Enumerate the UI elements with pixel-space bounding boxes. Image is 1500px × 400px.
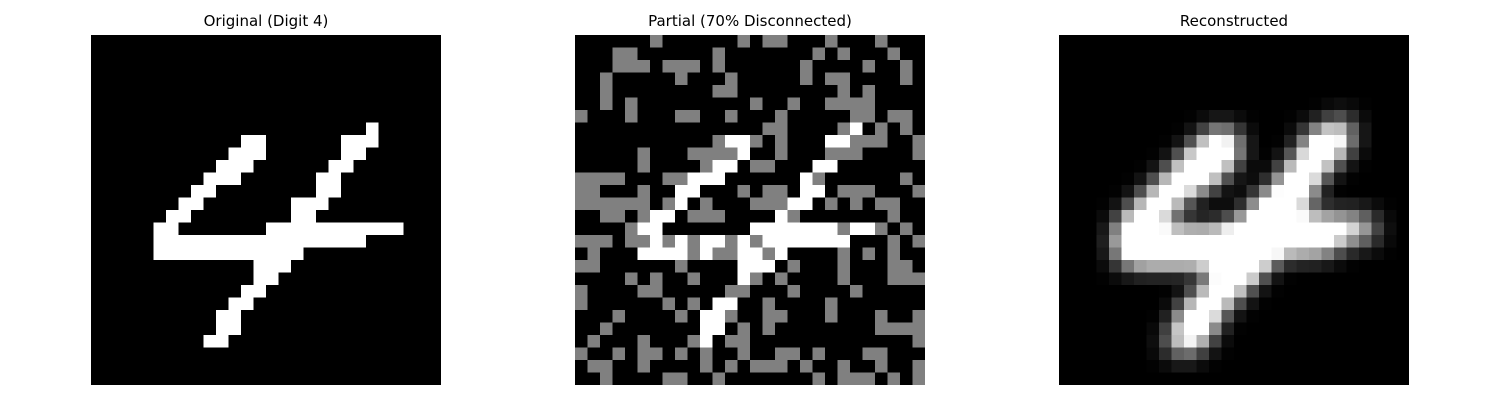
panel-title-original: Original (Digit 4) (203, 12, 329, 30)
panel-title-partial: Partial (70% Disconnected) (648, 12, 852, 30)
panel-title-reconstructed: Reconstructed (1179, 12, 1289, 30)
original-digit-image (91, 35, 441, 385)
partial-digit-image (575, 35, 925, 385)
reconstructed-digit-image (1059, 35, 1409, 385)
